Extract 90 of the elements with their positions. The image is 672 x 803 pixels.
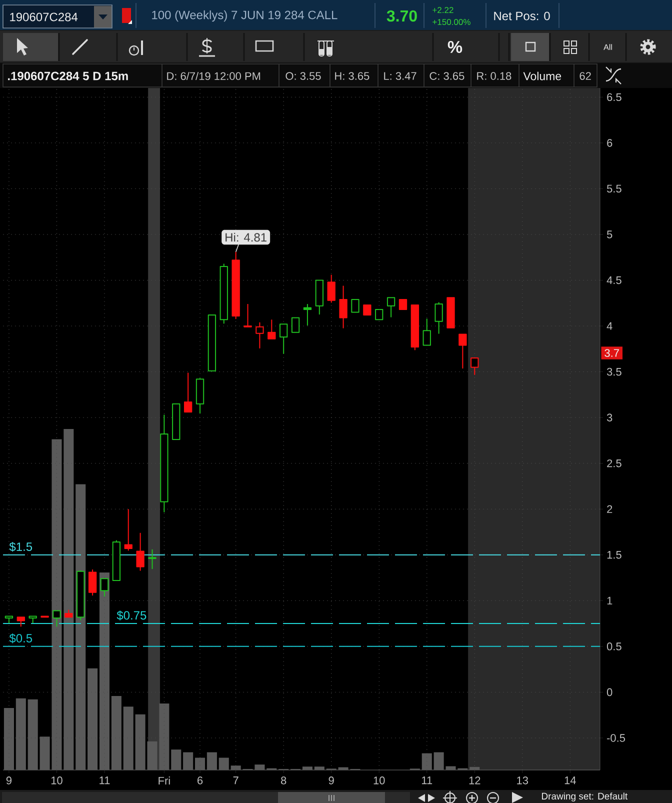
- candlestick: [100, 578, 109, 597]
- x-tick-label: 9: [6, 776, 12, 784]
- y-tick-label: 4.5: [606, 276, 622, 284]
- x-tick-label: 8: [281, 776, 286, 784]
- ref-line-label: $0.5: [9, 634, 32, 644]
- y-tick-label: 0: [606, 688, 612, 696]
- x-tick-label: 9: [328, 776, 334, 784]
- text: L: 3.47: [384, 72, 416, 80]
- annotation: Hi: 4.81: [226, 232, 266, 242]
- candlestick: [52, 610, 61, 627]
- ref-line-label: $1.5: [9, 542, 32, 552]
- text: 3.7: [604, 349, 619, 357]
- candlestick: [184, 372, 192, 413]
- candlestick: [339, 285, 348, 328]
- text: All: [604, 44, 612, 50]
- candlestick: [386, 297, 396, 318]
- candlestick: [268, 319, 276, 340]
- text: 190607C284: [10, 12, 78, 22]
- candlestick: [232, 251, 240, 320]
- candlestick: [64, 609, 73, 618]
- y-tick-label: 3.5: [606, 368, 622, 376]
- candlestick: [446, 297, 455, 328]
- candlestick: [16, 616, 25, 627]
- text: +150.00%: [432, 18, 470, 25]
- y-tick-label: 1: [607, 596, 612, 604]
- chart-title: Volume: [523, 72, 562, 80]
- text: %: [448, 41, 462, 53]
- y-tick-label: 5: [606, 230, 612, 238]
- y-tick-label: 3: [606, 414, 612, 422]
- candlestick: [172, 403, 180, 440]
- candlestick: [28, 616, 37, 624]
- candlestick: [112, 540, 121, 581]
- text: H: 3.65: [335, 72, 370, 80]
- y-tick-label: 6: [607, 139, 612, 147]
- text: +2.22: [432, 7, 454, 13]
- y-tick-label: 2: [607, 505, 612, 513]
- y-tick-label: 6.5: [607, 93, 622, 102]
- chart-title: 100 (Weeklys) 7 JUN 19 284 CALL: [152, 10, 338, 22]
- text: Drawing set: Default: [542, 792, 628, 802]
- x-tick-label: 10: [374, 776, 385, 784]
- x-tick-label: 13: [517, 776, 528, 784]
- candlestick: [136, 532, 144, 571]
- candlestick: [398, 298, 408, 310]
- y-tick-label: 0.5: [606, 642, 622, 650]
- x-tick-label: 11: [100, 776, 110, 784]
- chart-subtitle: .190607C284 5 D 15m: [8, 72, 128, 80]
- candlestick: [76, 570, 85, 620]
- x-tick-label: 6: [198, 776, 203, 784]
- candlestick: [458, 334, 467, 369]
- candlestick: [363, 304, 372, 316]
- candlestick: [410, 304, 420, 350]
- candlestick: [220, 263, 228, 324]
- candlestick: [375, 309, 384, 320]
- candlestick: [4, 616, 14, 624]
- candlestick: [88, 569, 97, 596]
- candlestick: [148, 548, 156, 570]
- x-tick-label: Fri: [158, 776, 170, 785]
- text: O: 3.55: [286, 72, 321, 80]
- x-tick-label: 10: [51, 776, 62, 784]
- x-tick-label: 7: [233, 776, 238, 784]
- text: C: 3.65: [430, 72, 464, 80]
- candlestick: [470, 358, 479, 376]
- candlestick: [291, 317, 300, 333]
- text: 3.70: [386, 10, 417, 22]
- text: Net Pos: 0: [494, 12, 550, 20]
- y-tick-label: 4: [606, 322, 612, 330]
- candlestick: [303, 304, 312, 326]
- ref-line-label: $0.75: [116, 610, 146, 620]
- candlestick: [280, 324, 288, 354]
- text: 62: [580, 72, 591, 80]
- y-tick-label: 5.5: [606, 184, 622, 193]
- y-tick-label: -0.5: [607, 734, 626, 742]
- candlestick: [160, 414, 168, 512]
- x-tick-label: 12: [469, 776, 480, 784]
- x-tick-label: 11: [422, 776, 432, 784]
- candlestick: [351, 298, 360, 313]
- y-tick-label: 2.5: [607, 459, 622, 468]
- candlestick: [315, 280, 324, 315]
- candlestick: [208, 314, 216, 372]
- candlestick: [244, 304, 252, 328]
- candlestick: [327, 274, 336, 303]
- text: D: 6/7/19 12:00 PM: [167, 72, 260, 80]
- candlestick: [434, 302, 443, 334]
- candlestick: [256, 322, 264, 348]
- y-tick-label: 1.5: [607, 551, 622, 559]
- text: R: 0.18: [477, 72, 512, 80]
- candlestick: [196, 378, 204, 414]
- x-tick-label: 14: [564, 776, 576, 784]
- candlestick: [422, 318, 431, 346]
- candlestick: [124, 508, 132, 551]
